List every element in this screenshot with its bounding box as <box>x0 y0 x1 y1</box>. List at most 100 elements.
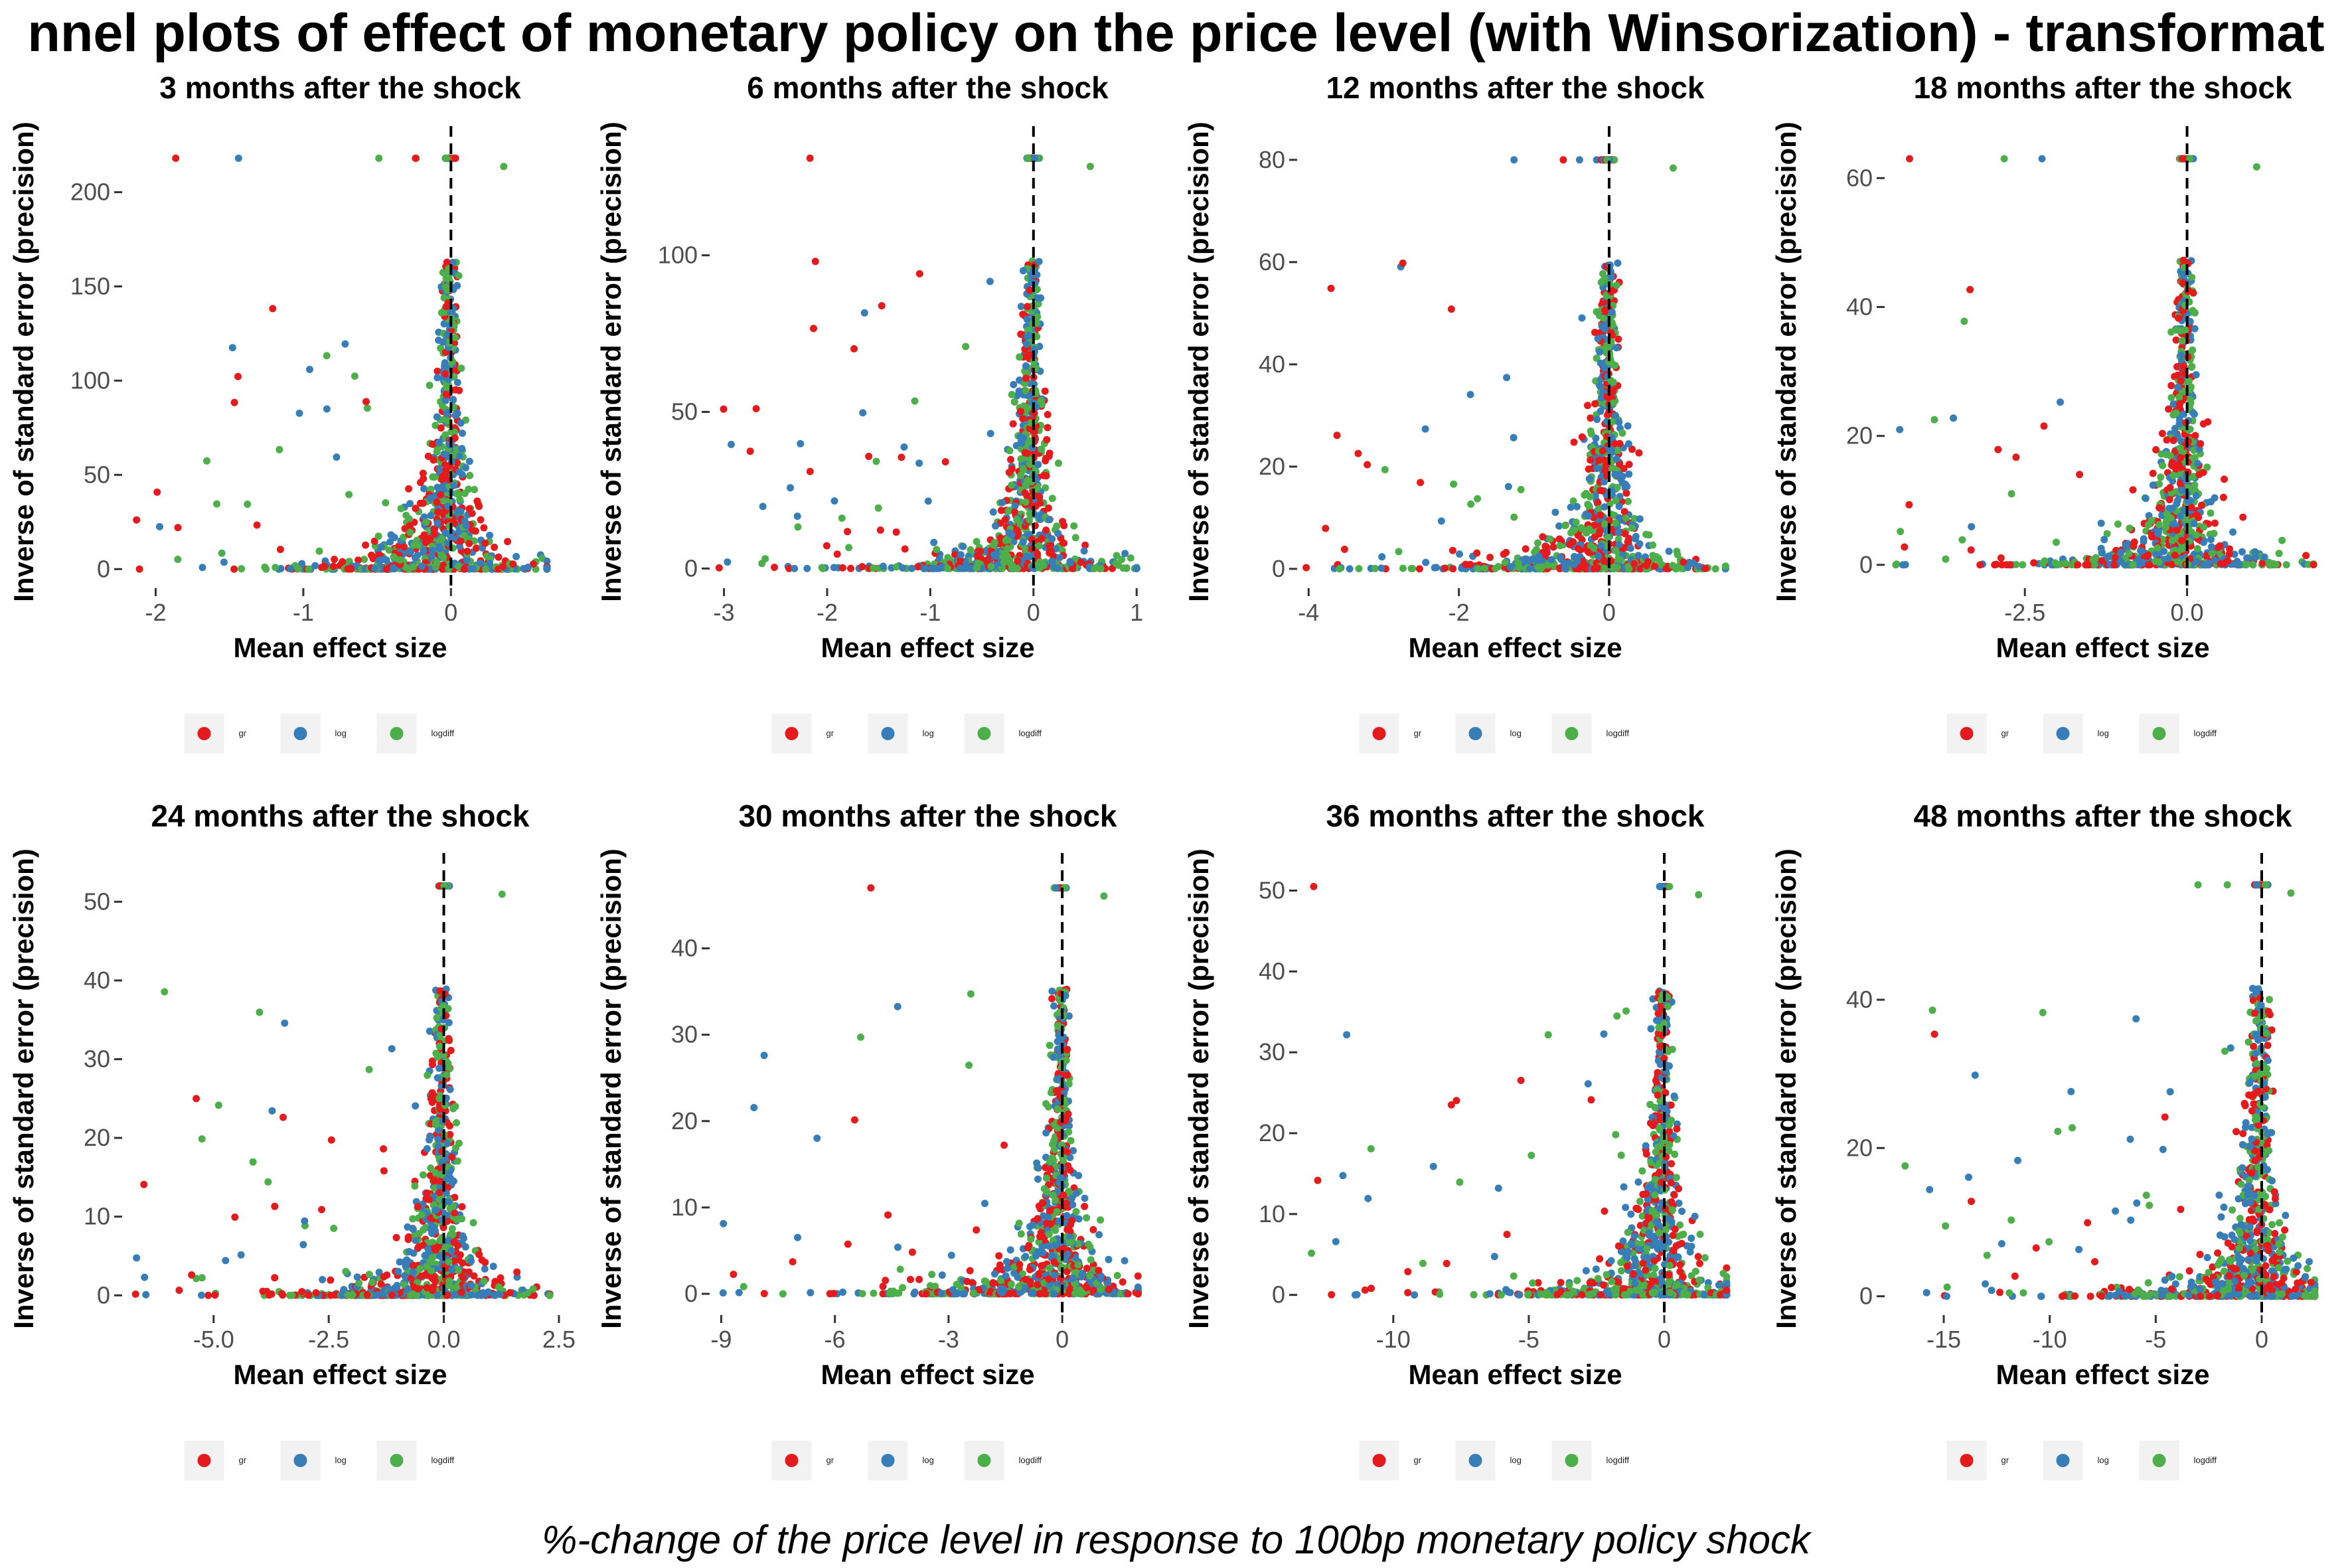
point-log <box>319 1276 327 1284</box>
point-log <box>1573 503 1581 510</box>
point-log <box>486 531 494 539</box>
point-logdiff <box>2242 561 2250 569</box>
point-log <box>409 1225 417 1233</box>
point-gr <box>437 424 445 432</box>
point-logdiff <box>400 533 408 541</box>
point-logdiff <box>288 1291 296 1299</box>
point-gr <box>234 372 242 380</box>
point-logdiff <box>1571 526 1579 534</box>
point-gr <box>458 1203 466 1211</box>
point-log <box>543 557 551 565</box>
panel-title: 18 months after the shock <box>1913 70 2292 105</box>
point-gr <box>279 1113 287 1121</box>
point-gr <box>451 434 459 442</box>
x-axis-label: Mean effect size <box>821 1359 1034 1390</box>
point-gr <box>276 546 284 554</box>
point-logdiff <box>1372 564 1379 572</box>
point-log <box>1665 548 1673 555</box>
point-log <box>433 1074 441 1082</box>
point-log <box>426 1027 433 1035</box>
point-logdiff <box>390 554 398 562</box>
point-gr <box>1417 479 1425 487</box>
point-gr <box>2166 484 2174 491</box>
point-log <box>2174 383 2182 391</box>
point-gr <box>1500 550 1508 558</box>
point-log <box>441 529 449 537</box>
point-gr <box>1038 534 1046 542</box>
point-gr <box>475 1251 483 1259</box>
point-log <box>1593 465 1601 473</box>
point-log <box>921 564 929 572</box>
figure-title: nnel plots of effect of monetary policy … <box>27 3 2325 63</box>
point-logdiff <box>1669 164 1677 172</box>
point-gr <box>434 508 442 516</box>
point-logdiff <box>443 1071 451 1079</box>
point-gr <box>1011 508 1019 516</box>
point-gr <box>1966 285 1974 293</box>
point-log <box>457 507 465 515</box>
point-gr <box>1976 561 1984 569</box>
point-gr <box>1046 449 1054 457</box>
point-gr <box>1621 530 1629 538</box>
legend-swatch-log <box>881 727 895 740</box>
point-log <box>432 1206 440 1214</box>
y-tick-label: 20 <box>671 1107 698 1135</box>
point-logdiff <box>1893 560 1901 568</box>
point-logdiff <box>1534 539 1541 547</box>
point-log <box>390 534 398 542</box>
point-log <box>465 457 473 465</box>
point-gr <box>459 1274 467 1282</box>
point-gr <box>1701 564 1709 572</box>
point-logdiff <box>1004 507 1012 515</box>
point-logdiff <box>480 1277 488 1285</box>
point-logdiff <box>435 1042 443 1050</box>
point-gr <box>2130 538 2138 546</box>
point-log <box>457 419 465 427</box>
point-log <box>295 410 303 417</box>
point-log <box>1377 564 1385 572</box>
point-gr <box>2173 526 2181 534</box>
point-logdiff <box>1585 525 1593 533</box>
point-logdiff <box>305 565 313 573</box>
point-gr <box>2178 536 2185 544</box>
point-gr <box>2163 436 2171 444</box>
point-gr <box>429 440 437 448</box>
point-logdiff <box>443 154 451 162</box>
point-logdiff <box>422 518 430 526</box>
point-gr <box>2197 501 2205 509</box>
point-log <box>2117 558 2125 566</box>
point-logdiff <box>2155 520 2163 528</box>
point-log <box>453 281 461 289</box>
scatter-points <box>1892 155 2317 569</box>
point-log <box>435 439 443 447</box>
point-gr <box>1901 543 1909 551</box>
point-log <box>429 547 437 555</box>
point-gr <box>1042 526 1050 534</box>
point-gr <box>383 1271 391 1279</box>
point-log <box>389 564 397 572</box>
point-logdiff <box>382 499 390 507</box>
point-gr <box>2179 256 2187 264</box>
point-logdiff <box>424 1071 431 1079</box>
point-gr <box>2197 440 2205 447</box>
point-gr <box>269 305 277 313</box>
point-log <box>787 484 794 492</box>
point-log <box>156 522 163 530</box>
x-tick-label: -9 <box>710 1326 732 1353</box>
point-logdiff <box>1587 430 1595 438</box>
point-logdiff <box>238 565 246 573</box>
point-gr <box>1059 539 1067 547</box>
point-log <box>394 1267 402 1275</box>
point-log <box>237 1251 245 1259</box>
point-log <box>986 277 994 285</box>
point-log <box>1608 308 1616 316</box>
point-gr <box>1662 565 1670 573</box>
point-gr <box>204 1291 212 1299</box>
point-gr <box>1399 259 1407 267</box>
point-log <box>2140 535 2148 543</box>
y-axis-label: Inverse of standard error (precision) <box>595 121 627 602</box>
point-log <box>1598 323 1606 331</box>
point-log <box>406 548 414 556</box>
